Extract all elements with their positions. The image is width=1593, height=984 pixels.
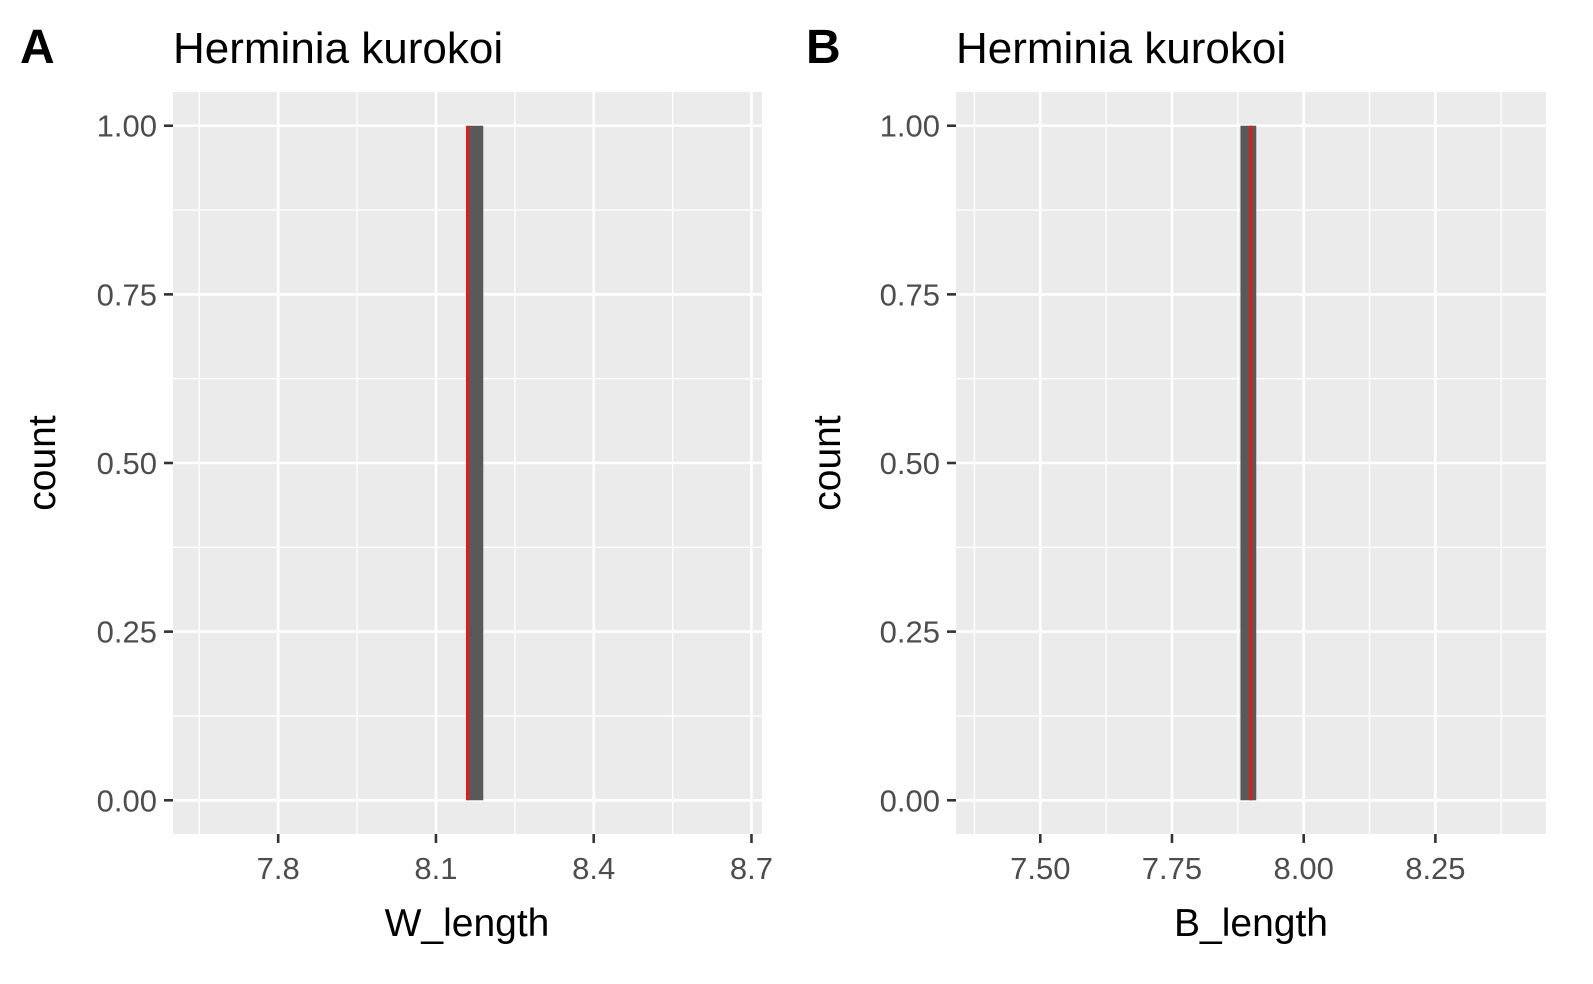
panel-b-y-axis-title: count <box>806 415 849 511</box>
y-tick-label: 0.00 <box>97 783 157 818</box>
x-tick-label: 7.75 <box>1142 851 1202 886</box>
x-tick-label: 8.1 <box>414 851 457 886</box>
x-tick-label: 8.4 <box>572 851 615 886</box>
y-tick-label: 0.00 <box>880 783 940 818</box>
panel-a-letter: A <box>20 21 55 74</box>
panel-b-bars <box>1240 125 1257 801</box>
y-tick-label: 0.50 <box>880 446 940 481</box>
panel-b: B Herminia kurokoi 0.000.250.500.751.00 … <box>806 21 1546 945</box>
panel-a-title: Herminia kurokoi <box>173 24 503 73</box>
histogram-bar <box>1240 125 1257 801</box>
y-tick-label: 0.50 <box>97 446 157 481</box>
y-tick-label: 0.25 <box>97 615 157 650</box>
panel-b-x-axis-title: B_length <box>1174 902 1328 945</box>
y-tick-label: 1.00 <box>97 109 157 144</box>
x-tick-label: 8.7 <box>730 851 773 886</box>
histogram-bar <box>467 125 484 801</box>
panel-a: A Herminia kurokoi 0.000.250.500.751.00 … <box>20 21 773 945</box>
y-tick-label: 0.25 <box>880 615 940 650</box>
y-tick-label: 0.75 <box>97 277 157 312</box>
panel-b-title: Herminia kurokoi <box>956 24 1286 73</box>
panel-a-bars <box>467 125 484 801</box>
panel-a-x-axis: 7.8 8.1 8.4 8.7 <box>257 834 773 886</box>
panel-b-x-axis: 7.50 7.75 8.00 8.25 <box>1010 834 1466 886</box>
y-tick-label: 0.75 <box>880 277 940 312</box>
x-tick-label: 7.50 <box>1010 851 1070 886</box>
panel-b-letter: B <box>806 21 841 74</box>
panel-a-y-axis-title: count <box>21 415 64 511</box>
x-tick-label: 8.00 <box>1274 851 1334 886</box>
x-tick-label: 7.8 <box>257 851 300 886</box>
y-tick-label: 1.00 <box>880 109 940 144</box>
panel-b-y-axis: 0.00 0.25 0.50 0.75 1.00 <box>880 109 956 818</box>
panel-a-x-axis-title: W_length <box>385 902 550 945</box>
x-tick-label: 8.25 <box>1405 851 1465 886</box>
panel-a-y-axis: 0.00 0.25 0.50 0.75 1.00 <box>97 109 173 818</box>
